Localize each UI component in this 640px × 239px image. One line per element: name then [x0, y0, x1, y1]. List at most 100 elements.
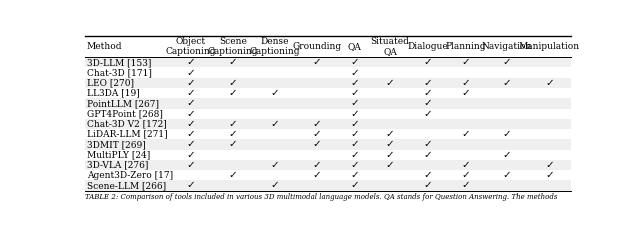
Text: ✓: ✓ — [461, 160, 470, 170]
Text: ✓: ✓ — [271, 119, 280, 129]
Text: ✓: ✓ — [313, 57, 321, 67]
Bar — [85, 98, 571, 109]
Text: ✓: ✓ — [187, 150, 195, 160]
Text: ✓: ✓ — [350, 78, 359, 88]
Text: ✓: ✓ — [350, 139, 359, 149]
Text: LL3DA [19]: LL3DA [19] — [87, 89, 140, 98]
Text: ✓: ✓ — [502, 78, 511, 88]
Text: TABLE 2: Comparison of tools included in various 3D multimodal language models. : TABLE 2: Comparison of tools included in… — [85, 193, 557, 201]
Text: ✓: ✓ — [386, 129, 394, 139]
Bar — [85, 88, 571, 98]
Text: ✓: ✓ — [228, 170, 237, 180]
Text: ✓: ✓ — [350, 88, 359, 98]
Text: Agent3D-Zero [17]: Agent3D-Zero [17] — [87, 171, 173, 180]
Bar — [85, 129, 571, 139]
Text: ✓: ✓ — [424, 170, 433, 180]
Text: ✓: ✓ — [187, 57, 195, 67]
Text: Object
Captioning: Object Captioning — [166, 37, 216, 56]
Text: ✓: ✓ — [424, 78, 433, 88]
Text: QA: QA — [348, 42, 362, 51]
Text: ✓: ✓ — [228, 129, 237, 139]
Text: ✓: ✓ — [424, 98, 433, 109]
Text: ✓: ✓ — [424, 180, 433, 190]
Text: ✓: ✓ — [313, 160, 321, 170]
Bar — [85, 67, 571, 78]
Text: ✓: ✓ — [187, 160, 195, 170]
Text: ✓: ✓ — [502, 170, 511, 180]
Text: ✓: ✓ — [350, 129, 359, 139]
Text: 3DMIT [269]: 3DMIT [269] — [87, 140, 146, 149]
Text: Situated
QA: Situated QA — [371, 37, 410, 56]
Text: Chat-3D [171]: Chat-3D [171] — [87, 68, 152, 77]
Text: ✓: ✓ — [271, 160, 280, 170]
Text: ✓: ✓ — [271, 88, 280, 98]
Text: Planning: Planning — [445, 42, 486, 51]
Text: ✓: ✓ — [350, 57, 359, 67]
Text: ✓: ✓ — [187, 180, 195, 190]
Bar — [85, 150, 571, 160]
Text: ✓: ✓ — [424, 57, 433, 67]
Text: ✓: ✓ — [228, 88, 237, 98]
Text: ✓: ✓ — [187, 88, 195, 98]
Text: ✓: ✓ — [350, 150, 359, 160]
Text: ✓: ✓ — [350, 170, 359, 180]
Text: ✓: ✓ — [386, 139, 394, 149]
Text: ✓: ✓ — [313, 119, 321, 129]
Bar — [85, 57, 571, 67]
Text: GPT4Point [268]: GPT4Point [268] — [87, 109, 163, 118]
Text: ✓: ✓ — [313, 139, 321, 149]
Text: ✓: ✓ — [187, 98, 195, 109]
Text: ✓: ✓ — [187, 109, 195, 119]
Bar — [85, 170, 571, 180]
Text: ✓: ✓ — [386, 160, 394, 170]
Text: ✓: ✓ — [545, 160, 554, 170]
Text: ✓: ✓ — [502, 129, 511, 139]
Text: Manipulation: Manipulation — [519, 42, 580, 51]
Text: Dense
Captioning: Dense Captioning — [250, 37, 300, 56]
Text: ✓: ✓ — [461, 170, 470, 180]
Bar — [85, 139, 571, 150]
Text: ✓: ✓ — [424, 109, 433, 119]
Text: MultiPLY [24]: MultiPLY [24] — [87, 150, 150, 159]
Text: Method: Method — [87, 42, 122, 51]
Text: Scene
Captioning: Scene Captioning — [208, 37, 259, 56]
Text: ✓: ✓ — [424, 150, 433, 160]
Text: 3D-LLM [153]: 3D-LLM [153] — [87, 58, 151, 67]
Bar — [85, 109, 571, 119]
Text: ✓: ✓ — [350, 180, 359, 190]
Text: ✓: ✓ — [386, 78, 394, 88]
Text: PointLLM [267]: PointLLM [267] — [87, 99, 159, 108]
Text: ✓: ✓ — [461, 88, 470, 98]
Text: ✓: ✓ — [424, 139, 433, 149]
Text: ✓: ✓ — [271, 180, 280, 190]
Text: ✓: ✓ — [187, 78, 195, 88]
Text: ✓: ✓ — [545, 170, 554, 180]
Bar — [85, 119, 571, 129]
Text: ✓: ✓ — [502, 150, 511, 160]
Text: ✓: ✓ — [350, 160, 359, 170]
Text: ✓: ✓ — [502, 57, 511, 67]
Text: ✓: ✓ — [187, 129, 195, 139]
Text: Navigation: Navigation — [481, 42, 532, 51]
Text: ✓: ✓ — [386, 150, 394, 160]
Text: LiDAR-LLM [271]: LiDAR-LLM [271] — [87, 130, 168, 139]
Text: ✓: ✓ — [228, 119, 237, 129]
Text: ✓: ✓ — [461, 57, 470, 67]
Text: ✓: ✓ — [350, 68, 359, 78]
Text: ✓: ✓ — [228, 78, 237, 88]
Text: ✓: ✓ — [187, 139, 195, 149]
Text: Scene-LLM [266]: Scene-LLM [266] — [87, 181, 166, 190]
Text: ✓: ✓ — [545, 78, 554, 88]
Text: ✓: ✓ — [350, 109, 359, 119]
Text: ✓: ✓ — [350, 119, 359, 129]
Bar — [85, 78, 571, 88]
Text: ✓: ✓ — [187, 68, 195, 78]
Text: 3D-VLA [276]: 3D-VLA [276] — [87, 160, 148, 169]
Bar — [85, 180, 571, 191]
Text: ✓: ✓ — [187, 119, 195, 129]
Text: ✓: ✓ — [461, 180, 470, 190]
Text: Grounding: Grounding — [292, 42, 342, 51]
Text: ✓: ✓ — [424, 88, 433, 98]
Text: Dialogue: Dialogue — [408, 42, 449, 51]
Text: ✓: ✓ — [313, 170, 321, 180]
